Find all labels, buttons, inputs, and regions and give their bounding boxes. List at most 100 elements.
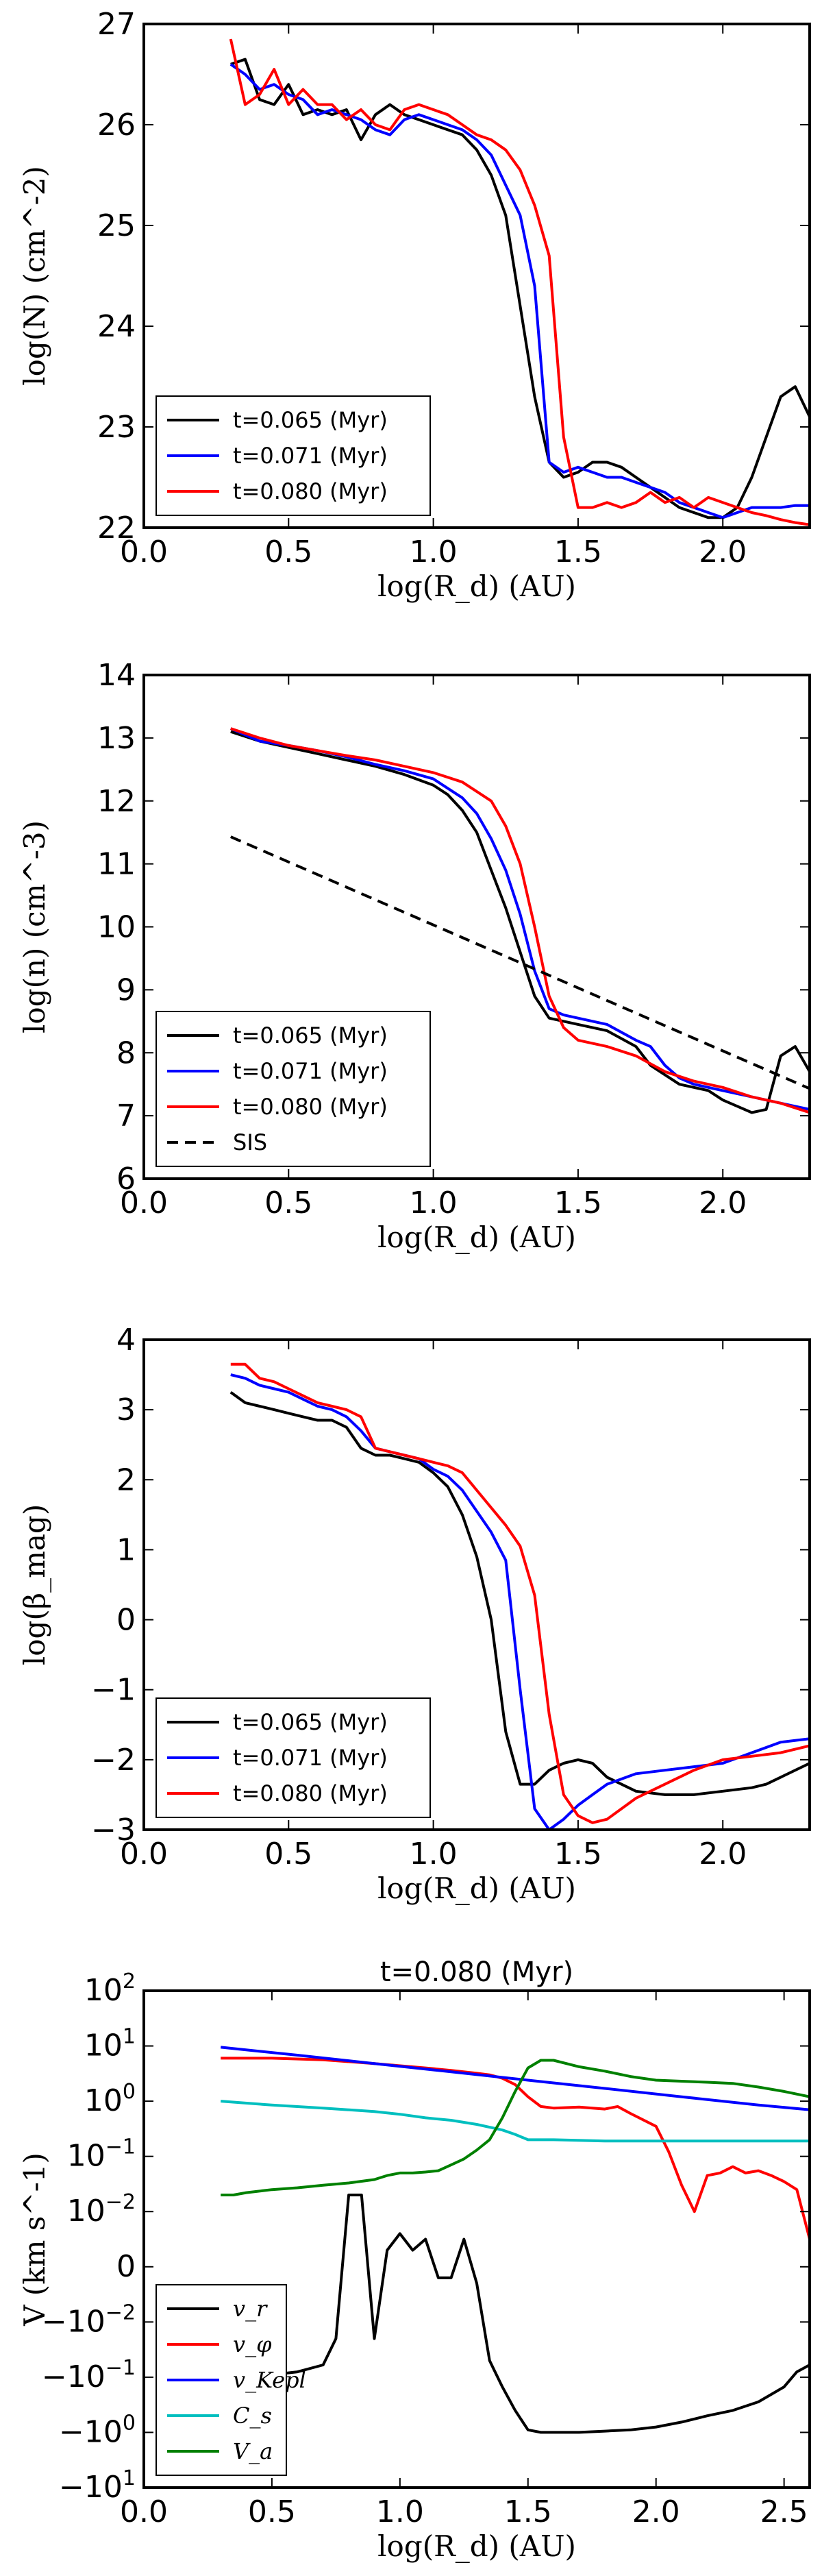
legend-box <box>155 1011 431 1167</box>
y-tick-label: −3 <box>91 1813 136 1848</box>
x-tick-label: 1.5 <box>554 1186 602 1220</box>
series-line-3 <box>230 727 810 1114</box>
y-tick-label: −10−2 <box>42 2301 136 2339</box>
legend-label-4: C_s <box>233 2403 272 2429</box>
legend-label-4: SIS <box>233 1129 267 1155</box>
y-tick-label: 2 <box>116 1462 136 1497</box>
legend-label-1: t=0.065 (Myr) <box>233 1709 388 1735</box>
y-tick-label: 14 <box>97 658 136 693</box>
y-tick-exponent: 0 <box>123 2411 136 2435</box>
y-tick-mantissa: −10 <box>42 2304 105 2339</box>
x-tick-label: 2.0 <box>699 1837 747 1872</box>
y-tick-exponent: 1 <box>123 2025 136 2049</box>
y-tick-exponent: 2 <box>123 1970 136 1994</box>
x-tick-label: 0.5 <box>264 1186 312 1220</box>
x-tick-label: 2.0 <box>632 2494 680 2529</box>
legend: v_r v_φ v_Kepl C_s V_a <box>155 2284 306 2476</box>
x-tick-label: 0.0 <box>120 1186 168 1220</box>
x-axis-label: log(R_d) (AU) <box>377 1220 576 1254</box>
x-tick-label: 1.5 <box>554 1837 602 1872</box>
plot-frame <box>142 1989 811 2489</box>
legend-label-2: t=0.071 (Myr) <box>233 443 388 469</box>
y-tick-label: −100 <box>59 2411 136 2449</box>
y-tick-label: 24 <box>97 309 136 344</box>
y-tick-label: 12 <box>97 784 136 819</box>
y-tick-label: 23 <box>97 410 136 445</box>
series-line-4 <box>230 835 810 1090</box>
x-tick-label: 1.0 <box>410 1186 458 1220</box>
y-tick-label: −10−1 <box>42 2356 136 2394</box>
y-tick-mantissa: 10 <box>67 2139 105 2174</box>
y-tick-label: 3 <box>116 1393 136 1427</box>
y-tick-exponent: −1 <box>105 2135 136 2159</box>
series-line-1 <box>229 1390 810 1796</box>
series-line-5 <box>221 2059 810 2196</box>
x-axis-label: log(R_d) (AU) <box>377 1872 576 1905</box>
y-tick-mantissa: −10 <box>59 2414 123 2449</box>
series-group <box>230 727 810 1114</box>
y-tick-exponent: −2 <box>105 2301 136 2324</box>
ticks: 22 23 24 25 26 27 0.0 0.5 1.0 1.5 2.0 <box>97 7 810 569</box>
x-tick-label: 0.0 <box>120 2494 168 2529</box>
legend-label-3: v_Kepl <box>233 2367 306 2393</box>
ticks: 6 7 8 9 10 11 12 13 14 0.0 0.5 1.0 1.5 2.0 <box>97 658 810 1220</box>
y-tick-mantissa: 10 <box>84 2083 123 2118</box>
series-line-1 <box>230 58 810 519</box>
plot-frame <box>142 1338 811 1831</box>
y-axis-label: V (km s^-1) <box>18 2152 51 2327</box>
plot-frame <box>142 674 811 1180</box>
y-tick-label: 10−2 <box>67 2190 136 2229</box>
x-tick-label: 1.0 <box>410 535 458 569</box>
series-line-1 <box>220 2194 810 2434</box>
chart-title: t=0.080 (Myr) <box>380 1956 573 1988</box>
y-tick-exponent: 0 <box>123 2080 136 2104</box>
legend-label-5: V_a <box>233 2438 273 2464</box>
y-tick-label: 8 <box>116 1035 136 1070</box>
legend: t=0.065 (Myr) t=0.071 (Myr) t=0.080 (Myr) <box>155 395 431 516</box>
y-tick-mantissa: −10 <box>59 2470 123 2505</box>
series-line-1 <box>230 730 810 1114</box>
y-tick-label: −1 <box>91 1673 136 1708</box>
x-tick-label: 2.5 <box>760 2494 808 2529</box>
y-tick-label: 25 <box>97 208 136 243</box>
y-tick-label: 22 <box>97 511 136 545</box>
x-tick-label: 0.5 <box>264 1837 312 1872</box>
x-axis-label: log(R_d) (AU) <box>377 569 576 603</box>
chart-panel-2: 6 7 8 9 10 11 12 13 14 0.0 0.5 1.0 1.5 2.0 log(R_d) (A… <box>18 658 811 1254</box>
series-line-2 <box>229 63 810 519</box>
y-tick-label: 26 <box>97 108 136 143</box>
x-tick-label: 1.0 <box>410 1837 458 1872</box>
plot-frame <box>142 23 811 529</box>
legend-label-1: t=0.065 (Myr) <box>233 407 388 433</box>
legend-label-3: t=0.080 (Myr) <box>233 1094 388 1120</box>
y-tick-label: 11 <box>97 847 136 882</box>
legend-label-2: v_φ <box>233 2331 272 2357</box>
legend-label-3: t=0.080 (Myr) <box>233 478 388 504</box>
x-tick-label: 1.0 <box>376 2494 424 2529</box>
y-tick-label: 9 <box>116 972 136 1007</box>
y-tick-label: 102 <box>84 1970 136 2008</box>
series-group <box>220 2046 810 2434</box>
y-axis-label: log(β_mag) <box>18 1504 51 1665</box>
y-tick-label: 7 <box>116 1099 136 1133</box>
series-line-3 <box>229 38 810 526</box>
chart-panel-1: 22 23 24 25 26 27 0.0 0.5 1.0 1.5 2.0 log(R_d) (AU)… <box>18 7 811 603</box>
y-tick-label: 1 <box>116 1532 136 1567</box>
ticks: −3 −2 −1 0 1 2 3 4 0.0 0.5 1.0 1.5 2.0 <box>91 1323 810 1872</box>
chart-panel-4: t=0.080 (Myr)10210110010−110−20−10−2−10−… <box>18 1956 811 2563</box>
y-tick-exponent: −2 <box>105 2190 136 2214</box>
y-tick-mantissa: 10 <box>84 1973 123 2008</box>
y-tick-label: 6 <box>116 1162 136 1197</box>
series-line-2 <box>221 2057 810 2240</box>
y-tick-label: 13 <box>97 721 136 756</box>
series-line-3 <box>230 1362 810 1824</box>
y-tick-label: 10 <box>97 910 136 945</box>
y-tick-label: 100 <box>84 2080 136 2118</box>
legend: t=0.065 (Myr) t=0.071 (Myr) t=0.080 (Myr) <box>155 1697 431 1818</box>
x-tick-label: 2.0 <box>699 535 747 569</box>
y-tick-label: 4 <box>116 1323 136 1358</box>
series-line-3 <box>220 2046 810 2111</box>
legend-label-2: t=0.071 (Myr) <box>233 1058 388 1084</box>
y-tick-mantissa: 10 <box>84 2028 123 2063</box>
